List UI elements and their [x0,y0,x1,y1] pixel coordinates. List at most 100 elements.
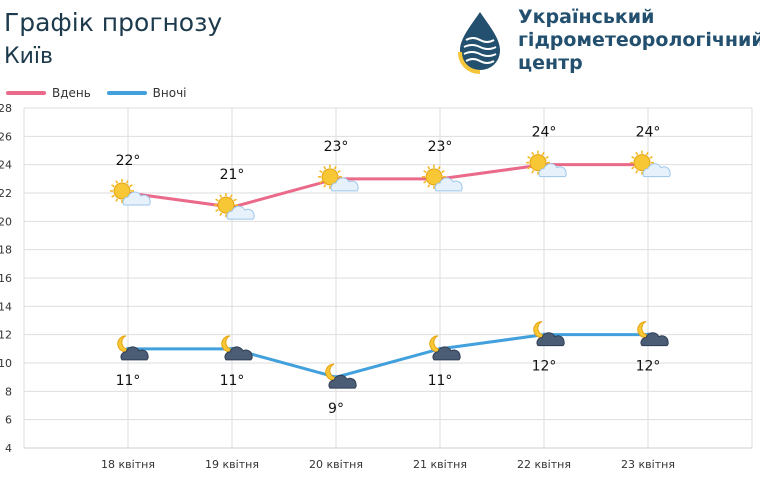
y-tick-label: 16 [0,272,12,285]
sun-ray [219,194,223,198]
sun-ray [645,151,649,156]
sun-cloud-icon [318,164,359,192]
org-name-line2: гідрометеорологічний [518,29,760,51]
sun-disc [321,168,339,186]
moon-cloud-icon [637,321,669,347]
day-temp-label: 24° [636,125,661,141]
y-tick-label: 8 [5,385,12,398]
day-temp-label: 23° [428,139,453,155]
legend-label-day: Вдень [52,86,91,100]
sun-ray [631,155,635,159]
moon-cloud-icon [429,335,461,361]
x-tick-label: 20 квітня [309,458,363,471]
sun-ray [437,166,441,170]
sun-ray [233,198,237,202]
sun-ray [111,194,115,198]
chart-title: Графік прогнозу [4,8,223,37]
sun-ray [323,166,327,170]
night-temp-label: 11° [428,373,453,389]
day-temp-label: 21° [220,167,245,183]
sun-disc [425,168,443,186]
sun-ray [541,151,545,156]
x-tick-label: 18 квітня [101,458,155,471]
dark-cloud-shape [432,346,461,361]
cloud-shape [122,191,151,206]
day-series-line [127,163,648,209]
night-temp-label: 12° [636,359,661,375]
dark-cloud-shape [536,332,565,347]
moon-cloud-icon [221,335,253,361]
sun-ray [337,170,341,174]
y-tick-label: 4 [5,442,12,455]
moon-cloud-icon [533,321,565,347]
sun-disc [113,182,131,200]
sun-ray [531,170,535,174]
sun-cloud-icon [422,164,463,192]
sun-ray [215,198,219,202]
y-tick-label: 24 [0,159,12,172]
night-temp-label: 11° [220,373,245,389]
sun-ray [215,208,219,212]
y-tick-label: 14 [0,300,12,313]
cloud-shape [434,177,463,192]
sun-cloud-icon [630,150,671,178]
org-name-line3: центр [518,52,583,74]
cloud-shape [642,163,671,178]
sun-ray [531,151,535,156]
chart-legend: Вдень Вночі [6,84,199,100]
sun-ray [545,155,549,159]
night-temp-label: 12° [532,359,557,375]
day-temp-label: 24° [532,125,557,141]
sun-cloud-icon [526,150,567,178]
y-tick-label: 20 [0,215,12,228]
legend-swatch-day [6,91,46,95]
dark-cloud-shape [328,374,357,389]
dark-cloud-shape [224,346,253,361]
cloud-shape [538,163,567,178]
city-name: Київ [4,44,53,69]
org-name: Український гідрометеорологічний центр [518,6,760,75]
x-tick-label: 19 квітня [205,458,259,471]
legend-swatch-night [106,91,147,95]
sun-ray [115,198,119,202]
sun-ray [427,184,431,188]
sun-ray [111,184,115,188]
sun-disc [529,154,547,172]
sun-ray [323,184,327,188]
moon-cloud-icon [117,335,149,361]
sun-disc [633,154,651,172]
sun-cloud-icon [110,179,151,206]
x-tick-label: 21 квітня [413,458,467,471]
legend-item-night[interactable]: Вночі [106,86,187,100]
y-tick-label: 10 [0,357,12,370]
y-tick-label: 12 [0,329,12,342]
sun-ray [635,170,639,174]
sun-ray [427,166,431,170]
cloud-shape [226,205,255,220]
sun-ray [649,155,653,159]
sun-ray [229,194,233,198]
dark-cloud-shape [120,346,149,361]
moon-cloud-icon [325,363,357,389]
sun-ray [319,180,323,184]
x-tick-label: 22 квітня [517,458,571,471]
y-tick-label: 28 [0,102,12,115]
sun-ray [423,170,427,174]
sun-disc [217,196,235,214]
cloud-shape [330,177,359,192]
y-tick-label: 22 [0,187,12,200]
sun-ray [129,184,133,188]
day-temp-label: 22° [116,153,141,169]
y-tick-label: 26 [0,130,12,143]
night-temp-label: 11° [116,373,141,389]
sun-ray [115,180,119,184]
sun-ray [219,212,223,216]
sun-ray [441,170,445,174]
org-name-line1: Український [518,6,655,28]
dark-cloud-shape [640,332,669,347]
legend-item-day[interactable]: Вдень [6,86,91,100]
sun-ray [527,155,531,159]
night-temp-label: 9° [328,401,344,417]
y-tick-label: 6 [5,414,12,427]
